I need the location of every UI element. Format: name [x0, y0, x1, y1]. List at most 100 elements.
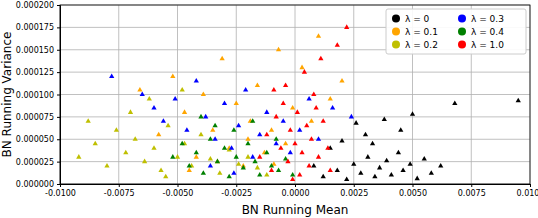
chart: -0.0100-0.0075-0.0050-0.00250.00000.0025…: [0, 0, 538, 218]
point: [231, 170, 236, 175]
x-tick-label: -0.0075: [104, 189, 135, 198]
point: [210, 127, 215, 132]
point: [290, 176, 295, 181]
series: [76, 87, 269, 178]
legend-marker: [458, 28, 466, 36]
series: [311, 98, 521, 181]
point: [365, 154, 370, 159]
y-tick: 0.000100: [16, 91, 60, 100]
y-tick: 0.000150: [16, 46, 60, 55]
legend-box: [386, 9, 526, 54]
point: [147, 96, 152, 101]
point: [316, 33, 321, 38]
legend-marker: [392, 15, 400, 23]
point: [93, 141, 98, 146]
point: [229, 145, 234, 150]
point: [76, 154, 81, 159]
point: [370, 141, 375, 146]
point: [220, 56, 225, 61]
x-tick-label: 0.0000: [282, 189, 310, 198]
point: [339, 78, 344, 83]
point: [231, 127, 236, 132]
point: [215, 159, 220, 164]
legend-marker: [458, 41, 466, 49]
point: [264, 109, 269, 114]
point: [325, 145, 330, 150]
y-tick-label: 0.000150: [16, 46, 54, 55]
point: [288, 127, 293, 132]
series: [257, 24, 349, 181]
x-tick: -0.0050: [163, 184, 194, 198]
point: [187, 168, 192, 173]
y-grid-line: [60, 161, 530, 162]
y-tick-mark: [57, 95, 60, 96]
x-tick: 0.0000: [282, 184, 310, 198]
point: [306, 96, 311, 101]
point: [269, 163, 274, 168]
point: [358, 170, 363, 175]
x-tick-label: 0.0025: [340, 189, 368, 198]
point: [302, 69, 307, 74]
point: [351, 161, 356, 166]
x-tick-mark: [295, 184, 296, 187]
point: [276, 168, 281, 173]
point: [236, 161, 241, 166]
x-tick-label: -0.0050: [163, 189, 194, 198]
point: [264, 172, 269, 177]
point: [271, 87, 276, 92]
point: [142, 159, 147, 164]
y-axis: 0.0000000.0000250.0000500.0000750.000100…: [16, 1, 61, 189]
legend-label: λ = 0.1: [405, 27, 438, 37]
legend-label: λ = 0.4: [471, 27, 504, 37]
point: [274, 141, 279, 146]
point: [306, 163, 311, 168]
legend-label: λ = 0: [405, 14, 430, 24]
point: [208, 156, 213, 161]
point: [194, 154, 199, 159]
y-tick-label: 0.000125: [16, 68, 54, 77]
x-tick: 0.0100: [517, 184, 538, 198]
point: [175, 154, 180, 159]
point: [187, 163, 192, 168]
point: [396, 150, 401, 155]
point: [234, 154, 239, 159]
point: [290, 105, 295, 110]
x-axis: -0.0100-0.0075-0.0050-0.00250.00000.0025…: [45, 184, 538, 198]
point: [438, 163, 443, 168]
point: [222, 100, 227, 105]
point: [328, 96, 333, 101]
x-tick-mark: [354, 184, 355, 187]
x-tick-mark: [236, 184, 237, 187]
point: [516, 98, 521, 103]
y-tick-label: 0.000025: [16, 158, 54, 167]
point: [269, 168, 274, 173]
y-tick-mark: [57, 162, 60, 163]
x-tick-mark: [530, 184, 531, 187]
y-tick: 0.000125: [16, 68, 60, 77]
legend-marker: [392, 28, 400, 36]
point: [415, 176, 420, 181]
point: [173, 96, 178, 101]
point: [250, 118, 255, 123]
point: [255, 83, 260, 88]
point: [278, 145, 283, 150]
x-tick: 0.0025: [340, 184, 368, 198]
point: [109, 74, 114, 79]
point: [274, 136, 279, 141]
point: [269, 127, 274, 132]
point: [299, 150, 304, 155]
point: [222, 145, 227, 150]
point: [257, 172, 262, 177]
y-tick: 0.000200: [16, 1, 60, 10]
y-tick-label: 0.000000: [16, 180, 54, 189]
point: [128, 109, 133, 114]
y-grid-line: [60, 72, 530, 73]
point: [429, 170, 434, 175]
x-tick: -0.0025: [221, 184, 252, 198]
x-tick: 0.0075: [458, 184, 486, 198]
point: [321, 118, 326, 123]
y-grid-line: [60, 116, 530, 117]
point: [290, 172, 295, 177]
point: [292, 141, 297, 146]
point: [245, 154, 250, 159]
